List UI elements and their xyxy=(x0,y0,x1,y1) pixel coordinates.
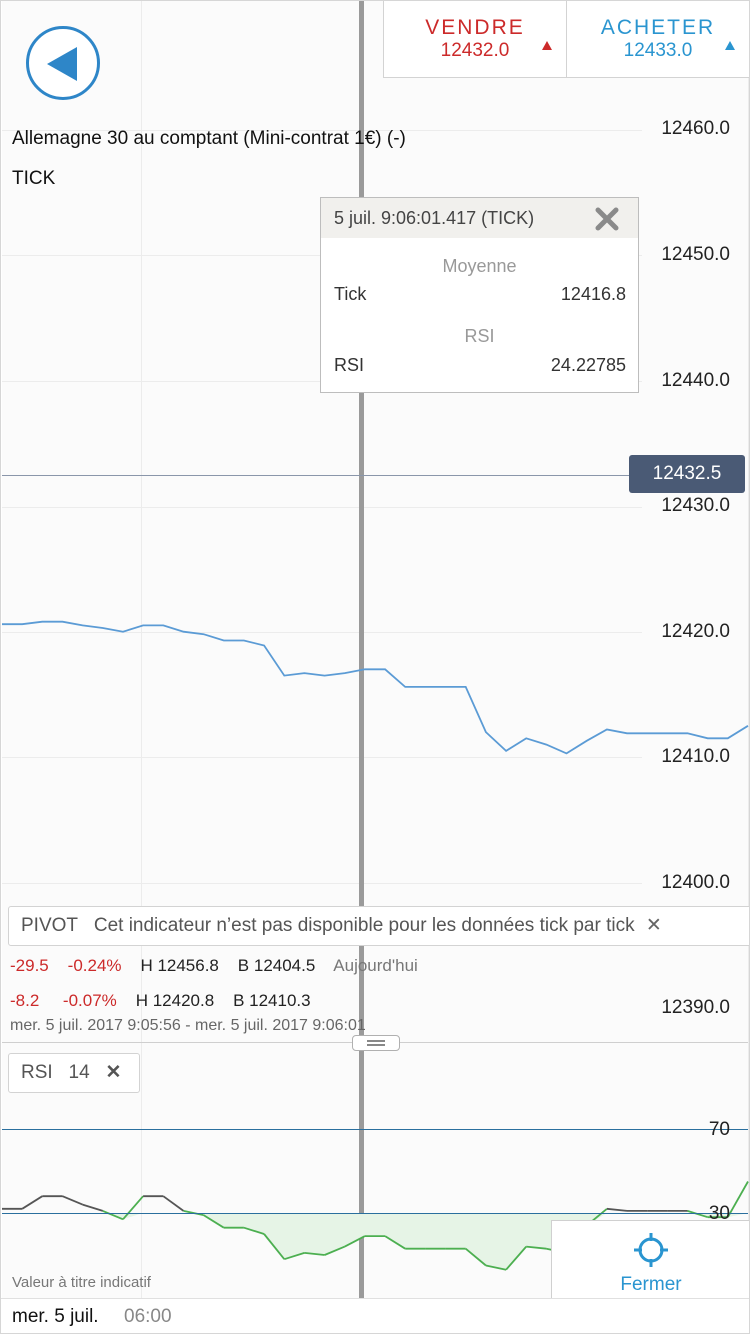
y-axis-label: 12430.0 xyxy=(661,495,730,516)
sell-label: VENDRE xyxy=(425,16,525,39)
rsi-series-segment xyxy=(122,1195,144,1220)
rsi-series-segment xyxy=(344,1235,366,1248)
arrow-up-icon xyxy=(542,41,552,50)
tooltip-header: 5 juil. 9:06:01.417 (TICK) xyxy=(321,198,638,238)
rsi-period: 14 xyxy=(68,1062,90,1083)
rsi-series-segment xyxy=(162,1195,185,1212)
close-icon[interactable] xyxy=(594,206,620,232)
stats-today-row: -29.5 -0.24% H 12456.8 B 12404.5 Aujourd… xyxy=(10,956,418,976)
crosshair-line[interactable] xyxy=(359,0,364,1300)
range-text: mer. 5 juil. 2017 9:05:56 - mer. 5 juil.… xyxy=(10,1017,366,1034)
rsi-series-segment xyxy=(263,1233,286,1260)
grid-line xyxy=(2,757,642,758)
pane-resize-handle[interactable] xyxy=(352,1035,400,1051)
price-chart xyxy=(2,620,749,1271)
stats-range-row: -8.2 -0.07% H 12420.8 B 12410.3 xyxy=(10,991,311,1011)
change-value: -8.2 xyxy=(10,991,40,1010)
instrument-title: Allemagne 30 au comptant (Mini-contrat 1… xyxy=(12,128,406,149)
low-value: B 12404.5 xyxy=(237,956,316,975)
grid-line xyxy=(2,130,642,131)
high-value: H 12456.8 xyxy=(140,956,219,975)
rsi-series-segment xyxy=(203,1214,225,1229)
pivot-name: PIVOT xyxy=(21,915,79,936)
y-axis-label: 12450.0 xyxy=(661,244,730,265)
rsi-series-segment xyxy=(606,1207,628,1212)
tooltip-time: 5 juil. 9:06:01.417 (TICK) xyxy=(334,208,535,228)
grid-line-vertical xyxy=(141,0,142,1300)
close-icon[interactable]: ✕ xyxy=(645,915,662,936)
pivot-indicator-box[interactable]: PIVOT Cet indicateur n’est pas disponibl… xyxy=(8,906,750,946)
back-button[interactable] xyxy=(26,26,100,100)
rsi-series-segment xyxy=(102,1210,124,1221)
low-value: B 12410.3 xyxy=(233,991,311,1010)
y-axis-label: 12390.0 xyxy=(661,997,730,1018)
rsi-level-label: 30 xyxy=(708,1203,730,1224)
rsi-series-segment xyxy=(62,1195,83,1206)
sell-button[interactable]: VENDRE 12432.0 xyxy=(383,0,567,78)
change-percent: -0.24% xyxy=(67,956,122,975)
price-series-line xyxy=(2,620,749,755)
drag-handle-icon xyxy=(367,1040,385,1042)
buy-label: ACHETER xyxy=(600,16,716,39)
tooltip-group-title: RSI xyxy=(464,326,495,346)
rsi-level-30-line xyxy=(2,1213,748,1214)
rsi-indicator-tag[interactable]: RSI 14 ✕ xyxy=(8,1053,140,1093)
rsi-series-segment xyxy=(324,1245,346,1256)
tooltip-row-value: 24.22785 xyxy=(550,355,626,375)
crosshair-icon xyxy=(634,1233,668,1267)
drag-handle-icon xyxy=(367,1044,385,1046)
change-value: -29.5 xyxy=(10,956,49,975)
tooltip-row-label: RSI xyxy=(334,355,365,375)
y-axis-label: 12410.0 xyxy=(661,746,730,767)
rsi-series-segment xyxy=(465,1248,487,1267)
time-axis-date: mer. 5 juil. xyxy=(12,1306,99,1327)
y-axis-label: 12420.0 xyxy=(661,621,730,642)
grid-line xyxy=(2,507,642,508)
high-value: H 12420.8 xyxy=(135,991,215,1010)
rsi-series-segment xyxy=(284,1252,305,1261)
rsi-level-70-line xyxy=(2,1129,748,1130)
arrow-up-icon xyxy=(725,41,735,50)
sell-price: 12432.0 xyxy=(440,40,510,61)
change-percent: -0.07% xyxy=(62,991,117,1010)
rsi-series-segment xyxy=(687,1210,708,1219)
rsi-level-label: 70 xyxy=(708,1119,730,1140)
current-price-line xyxy=(2,475,632,476)
time-axis-bar[interactable]: mer. 5 juil. 06:00 xyxy=(0,1298,750,1335)
grid-line xyxy=(2,883,642,884)
fermer-button[interactable]: Fermer xyxy=(551,1220,750,1300)
y-axis-label: 12460.0 xyxy=(661,118,730,139)
tooltip-group-title: Moyenne xyxy=(442,256,517,276)
grid-line xyxy=(2,632,642,633)
fermer-label: Fermer xyxy=(620,1274,682,1295)
disclaimer-text: Valeur à titre indicatif xyxy=(12,1274,151,1291)
rsi-name: RSI xyxy=(21,1062,53,1083)
rsi-series-segment xyxy=(243,1226,265,1235)
y-axis-label: 12440.0 xyxy=(661,370,730,391)
y-axis-label: 12400.0 xyxy=(661,872,730,893)
rsi-series-segment xyxy=(304,1252,325,1256)
rsi-series-segment xyxy=(727,1181,749,1218)
rsi-series-segment xyxy=(485,1264,507,1271)
back-arrow-icon xyxy=(47,47,77,81)
rsi-series-segment xyxy=(384,1235,406,1250)
buy-price: 12433.0 xyxy=(623,40,693,61)
grid-line-vertical xyxy=(748,0,749,1300)
rsi-series-segment xyxy=(526,1245,547,1250)
tooltip-row-label: Tick xyxy=(334,284,367,304)
buy-button[interactable]: ACHETER 12433.0 xyxy=(566,0,750,78)
tooltip-row-value: 12416.8 xyxy=(560,284,626,304)
crosshair-tooltip: 5 juil. 9:06:01.417 (TICK) Moyenne Tick … xyxy=(320,197,639,393)
period-label: Aujourd'hui xyxy=(333,956,418,975)
current-price-badge: 12432.5 xyxy=(629,455,745,493)
close-icon[interactable]: ✕ xyxy=(105,1062,122,1083)
tooltip-row: RSI 24.22785 xyxy=(334,355,626,376)
rsi-series-segment xyxy=(505,1246,527,1271)
rsi-series-segment xyxy=(21,1195,43,1210)
rsi-series-segment xyxy=(82,1203,104,1212)
time-axis-time: 06:00 xyxy=(124,1306,172,1327)
interval-label: TICK xyxy=(12,168,56,189)
pivot-message: Cet indicateur n’est pas disponible pour… xyxy=(93,915,635,936)
tooltip-row: Tick 12416.8 xyxy=(334,284,626,305)
